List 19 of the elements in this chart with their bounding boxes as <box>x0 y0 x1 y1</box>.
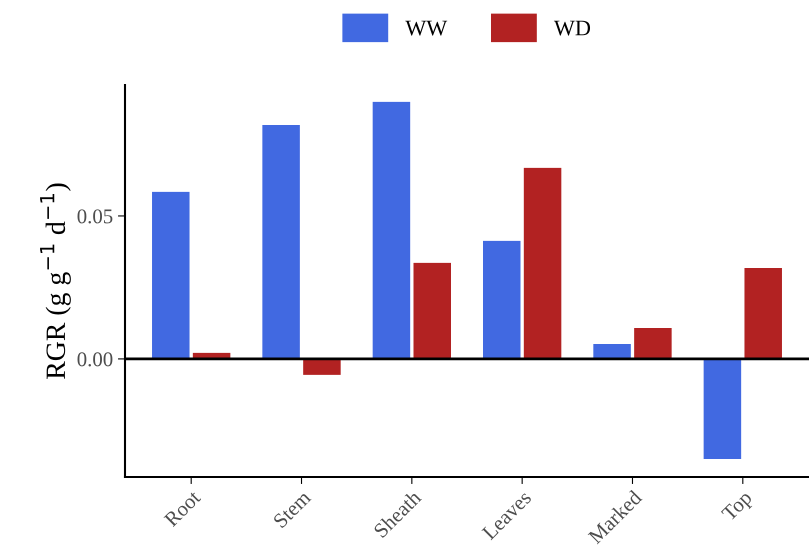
bar <box>634 328 672 359</box>
x-tick-label: Stem <box>272 490 312 528</box>
bar <box>262 125 300 359</box>
bar <box>704 358 742 459</box>
bar <box>593 344 631 359</box>
bar <box>744 268 782 359</box>
y-tick-label: 0.00 <box>78 352 112 366</box>
y-tick-label: 0.05 <box>78 209 112 224</box>
bar <box>372 102 410 359</box>
legend-label: WW <box>405 20 448 36</box>
bar <box>524 168 562 359</box>
legend-label: WD <box>554 20 590 36</box>
x-tick-label: Root <box>164 489 202 528</box>
y-axis-title: RGR (g g$^{−1}$ d$^{−1}$) <box>40 183 71 379</box>
bar <box>152 192 190 359</box>
bar <box>413 262 452 359</box>
x-tick-label: Top <box>720 490 756 525</box>
bar <box>482 240 521 359</box>
bar <box>303 358 341 375</box>
